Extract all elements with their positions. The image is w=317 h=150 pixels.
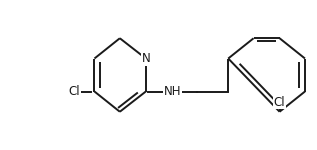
Text: Cl: Cl <box>274 96 285 108</box>
Text: Cl: Cl <box>68 85 80 98</box>
Text: NH: NH <box>164 85 182 98</box>
Text: N: N <box>141 52 150 65</box>
